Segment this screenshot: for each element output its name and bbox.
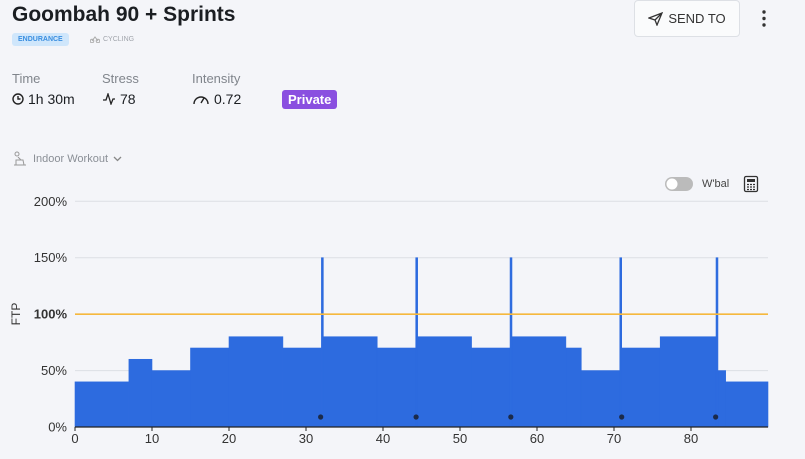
interval-bar bbox=[621, 347, 661, 428]
stat-label: Stress bbox=[102, 71, 139, 86]
interval-bar bbox=[471, 347, 511, 428]
send-button[interactable]: SEND TO bbox=[634, 0, 740, 37]
y-tick-label: 200% bbox=[34, 194, 68, 209]
stat-value: 0.72 bbox=[214, 91, 242, 107]
x-tick-label: 0 bbox=[71, 431, 78, 446]
workout-mode-label: Indoor Workout bbox=[33, 152, 109, 165]
workout-mode[interactable]: Indoor Workout bbox=[12, 151, 122, 166]
gauge-icon bbox=[193, 96, 209, 105]
x-tick-label: 70 bbox=[607, 431, 621, 446]
interval-bar bbox=[190, 347, 230, 428]
interval-bar bbox=[725, 381, 769, 428]
workout-title: Goombah 90 + Sprints bbox=[12, 3, 236, 26]
wbal-toggle[interactable]: W'bal bbox=[664, 175, 759, 193]
y-tick-label: 150% bbox=[34, 250, 68, 265]
stress-icon bbox=[103, 93, 115, 105]
tag: ENDURANCE bbox=[12, 33, 69, 46]
y-tick-label: 0% bbox=[48, 420, 67, 435]
interval-bar bbox=[128, 358, 153, 428]
interval-bar bbox=[282, 347, 322, 428]
trainer-icon bbox=[14, 151, 26, 166]
interval-bar bbox=[74, 381, 130, 428]
interval-bar bbox=[717, 370, 726, 428]
toggle bbox=[665, 177, 693, 191]
stat-label: Intensity bbox=[192, 71, 241, 86]
sprint-marker bbox=[508, 414, 514, 420]
interval-bar bbox=[151, 370, 191, 428]
x-tick-label: 50 bbox=[453, 431, 467, 446]
x-tick-label: 20 bbox=[222, 431, 236, 446]
calculator-icon[interactable] bbox=[743, 175, 759, 193]
interval-bar bbox=[417, 336, 472, 428]
x-tick-label: 40 bbox=[376, 431, 390, 446]
sprint-marker bbox=[713, 414, 719, 420]
y-axis-label: FTP bbox=[9, 303, 23, 326]
stat-value: 1h 30m bbox=[28, 91, 75, 107]
sprint-marker bbox=[318, 414, 324, 420]
send-icon bbox=[648, 11, 664, 26]
stat: Stress 78 bbox=[102, 71, 139, 107]
sport-label: CYCLING bbox=[103, 35, 135, 43]
interval-bar bbox=[580, 370, 621, 428]
interval-bar bbox=[511, 336, 567, 428]
visibility-badge: Private bbox=[282, 90, 338, 109]
x-tick-label: 60 bbox=[530, 431, 544, 446]
interval-bar bbox=[323, 336, 378, 428]
interval-bar bbox=[565, 347, 582, 428]
bike-icon bbox=[90, 36, 100, 43]
clock-icon bbox=[12, 93, 24, 105]
more-menu[interactable] bbox=[760, 9, 768, 29]
send-label: SEND TO bbox=[668, 11, 726, 26]
stat-value: 78 bbox=[120, 91, 136, 107]
y-tick-label: 50% bbox=[41, 363, 67, 378]
interval-bar bbox=[376, 347, 417, 428]
sprint-marker bbox=[619, 414, 625, 420]
wbal-label: W'bal bbox=[702, 178, 730, 190]
x-tick-label: 10 bbox=[145, 431, 159, 446]
sprint-marker bbox=[413, 414, 419, 420]
stat-label: Time bbox=[12, 71, 41, 86]
interval-bar bbox=[228, 336, 284, 428]
chevron bbox=[113, 156, 122, 161]
sport: CYCLING bbox=[90, 35, 134, 43]
y-tick-label: 100% bbox=[34, 307, 68, 322]
x-tick-label: 80 bbox=[684, 431, 698, 446]
stat: Intensity 0.72 bbox=[192, 71, 241, 107]
x-tick-label: 30 bbox=[299, 431, 313, 446]
interval-bar bbox=[659, 336, 717, 428]
stat: Time 1h 30m bbox=[12, 71, 75, 107]
